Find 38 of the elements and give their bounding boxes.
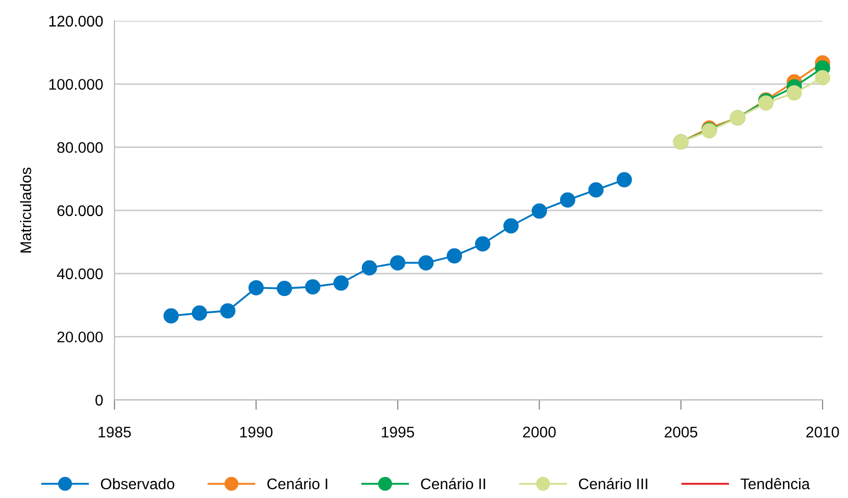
point (446, 248, 462, 264)
point (616, 172, 632, 188)
y-axis-title: Matriculados (20, 168, 32, 252)
legend-label: Cenário III (578, 478, 648, 490)
point (786, 85, 802, 101)
point (163, 308, 179, 324)
point (305, 279, 320, 294)
point (333, 275, 349, 291)
point (588, 182, 604, 198)
y-tick-label: 0 (95, 394, 103, 406)
x-tick-label: 2000 (523, 426, 556, 438)
point (390, 255, 406, 270)
legend-label: Cenário I (267, 478, 328, 490)
point (418, 255, 434, 270)
point (276, 280, 292, 296)
point (362, 260, 378, 276)
point (475, 236, 490, 252)
y-tick-label: 20.000 (57, 332, 103, 342)
legend-label: Tendência (740, 478, 810, 490)
x-tick-label: 1990 (240, 426, 272, 438)
point (192, 305, 208, 321)
y-tick-label: 120.000 (49, 16, 103, 27)
x-tick-label: 1985 (98, 426, 131, 438)
legend-label: Cenário II (421, 478, 486, 490)
point (248, 280, 264, 296)
point (560, 192, 576, 208)
x-tick-label: 2010 (806, 426, 839, 438)
y-tick-label: 60.000 (57, 205, 103, 216)
point (503, 218, 519, 234)
point (814, 70, 830, 86)
point (532, 203, 547, 219)
point (220, 303, 236, 318)
y-tick-label: 100.000 (49, 78, 103, 90)
x-tick-label: 2005 (664, 426, 698, 438)
legend-label: Observado (100, 478, 174, 490)
y-tick-label: 40.000 (56, 268, 103, 280)
x-tick-label: 1995 (382, 426, 414, 438)
y-tick-label: 80.000 (57, 142, 103, 153)
